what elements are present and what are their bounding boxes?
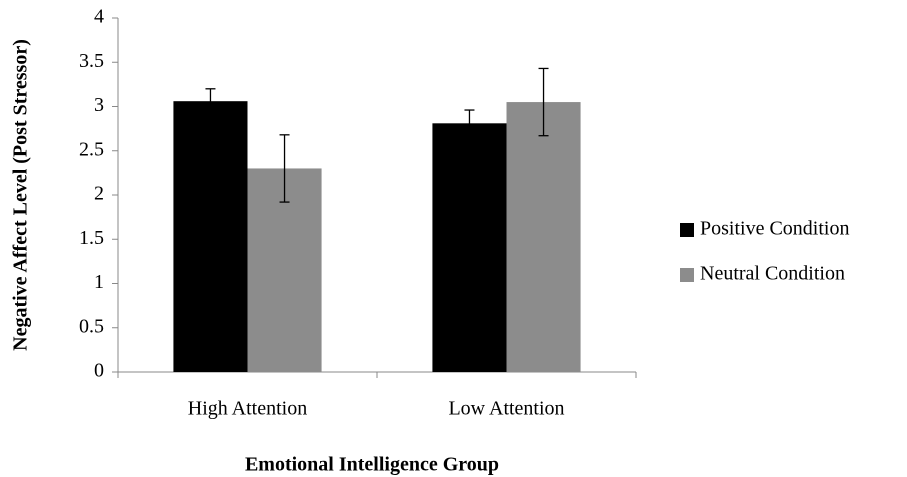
bar — [432, 123, 507, 372]
bar — [506, 102, 581, 372]
legend-swatch — [680, 223, 694, 237]
error-bar — [538, 67, 549, 137]
error-bar — [205, 88, 216, 115]
y-tick-label: 0 — [94, 360, 104, 382]
y-tick-label: 3.5 — [79, 50, 104, 72]
error-bar — [464, 109, 475, 138]
error-bar — [279, 134, 290, 203]
y-tick-label: 3 — [94, 94, 104, 116]
x-tick-label: Low Attention — [448, 398, 564, 420]
y-tick-label: 1 — [94, 271, 104, 293]
y-tick-label: 4 — [94, 6, 104, 28]
y-axis-title: Negative Affect Level (Post Stressor) — [10, 39, 32, 351]
x-tick-label: High Attention — [188, 398, 307, 420]
legend-label: Neutral Condition — [700, 263, 845, 285]
legend-label: Positive Condition — [700, 218, 849, 240]
legend-swatch — [680, 268, 694, 282]
y-tick-label: 0.5 — [79, 315, 104, 337]
y-tick-label: 1.5 — [79, 227, 104, 249]
y-tick-label: 2 — [94, 183, 104, 205]
x-axis-title: Emotional Intelligence Group — [245, 454, 499, 476]
bar — [173, 101, 248, 372]
y-tick-label: 2.5 — [79, 138, 104, 160]
